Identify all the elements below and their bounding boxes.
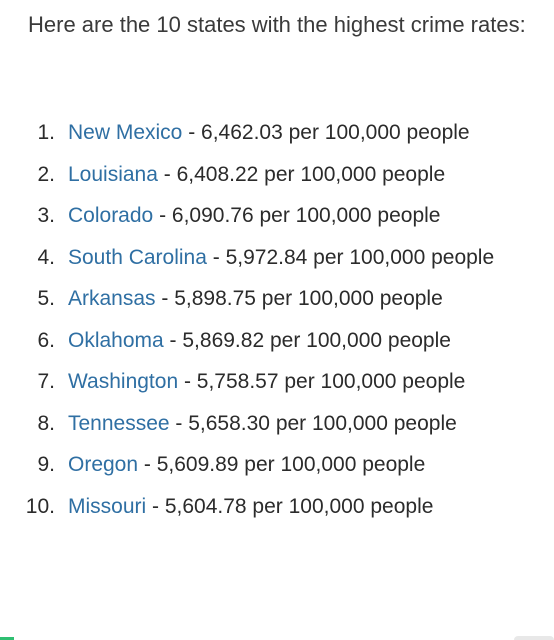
crime-rate-text: - 5,609.89 per 100,000 people [138, 453, 426, 476]
list-item: 7. Washington - 5,758.57 per 100,000 peop… [0, 361, 554, 403]
state-link-missouri[interactable]: Missouri [68, 494, 147, 518]
crime-rate-text: - 5,898.75 per 100,000 people [155, 287, 443, 310]
intro-text: Here are the 10 states with the highest … [28, 12, 526, 37]
list-number: 9. [37, 453, 55, 476]
crime-rate-text: - 5,758.57 per 100,000 people [178, 370, 466, 393]
state-link-new-mexico[interactable]: New Mexico [68, 121, 183, 144]
state-link-tennessee[interactable]: Tennessee [68, 411, 170, 435]
state-link-oklahoma[interactable]: Oklahoma [68, 328, 164, 352]
list-number: 10. [25, 494, 55, 518]
list-number: 5. [37, 287, 55, 310]
state-link-washington[interactable]: Washington [68, 370, 179, 393]
list-item: 4. South Carolina - 5,972.84 per 100,000 … [0, 237, 554, 279]
scroll-edge-indicator [514, 636, 554, 640]
list-item: 2. Louisiana - 6,408.22 per 100,000 peopl… [0, 154, 554, 196]
state-link-oregon[interactable]: Oregon [68, 453, 139, 476]
list-number: 3. [37, 204, 55, 227]
green-edge-marker [0, 637, 14, 640]
crime-rate-text: - 6,462.03 per 100,000 people [182, 121, 470, 144]
crime-rate-text: - 5,972.84 per 100,000 people [206, 245, 495, 269]
state-link-south-carolina[interactable]: South Carolina [68, 245, 207, 269]
crime-rate-text: - 6,408.22 per 100,000 people [157, 162, 446, 186]
list-number: 6. [37, 328, 55, 352]
crime-rate-list: 1. New Mexico - 6,462.03 per 100,000 peop… [0, 112, 554, 527]
list-item: 8. Tennessee - 5,658.30 per 100,000 peopl… [0, 403, 554, 445]
list-item: 5. Arkansas - 5,898.75 per 100,000 people [0, 278, 554, 320]
list-number: 8. [37, 411, 55, 435]
crime-rate-text: - 5,869.82 per 100,000 people [163, 328, 451, 352]
state-link-colorado[interactable]: Colorado [68, 204, 154, 227]
list-number: 7. [37, 370, 55, 393]
list-item: 9. Oregon - 5,609.89 per 100,000 people [0, 444, 554, 486]
crime-rate-text: - 6,090.76 per 100,000 people [153, 204, 441, 227]
list-item: 1. New Mexico - 6,462.03 per 100,000 peop… [0, 112, 554, 154]
crime-rate-text: - 5,604.78 per 100,000 people [146, 494, 434, 518]
list-item: 3. Colorado - 6,090.76 per 100,000 people [0, 195, 554, 237]
list-number: 1. [37, 121, 55, 144]
crime-rate-text: - 5,658.30 per 100,000 people [169, 411, 457, 435]
list-number: 2. [37, 162, 55, 186]
list-item: 6. Oklahoma - 5,869.82 per 100,000 people [0, 320, 554, 362]
list-item: 10. Missouri - 5,604.78 per 100,000 peopl… [0, 486, 554, 528]
list-number: 4. [37, 245, 55, 269]
state-link-arkansas[interactable]: Arkansas [68, 287, 156, 310]
state-link-louisiana[interactable]: Louisiana [68, 162, 158, 186]
